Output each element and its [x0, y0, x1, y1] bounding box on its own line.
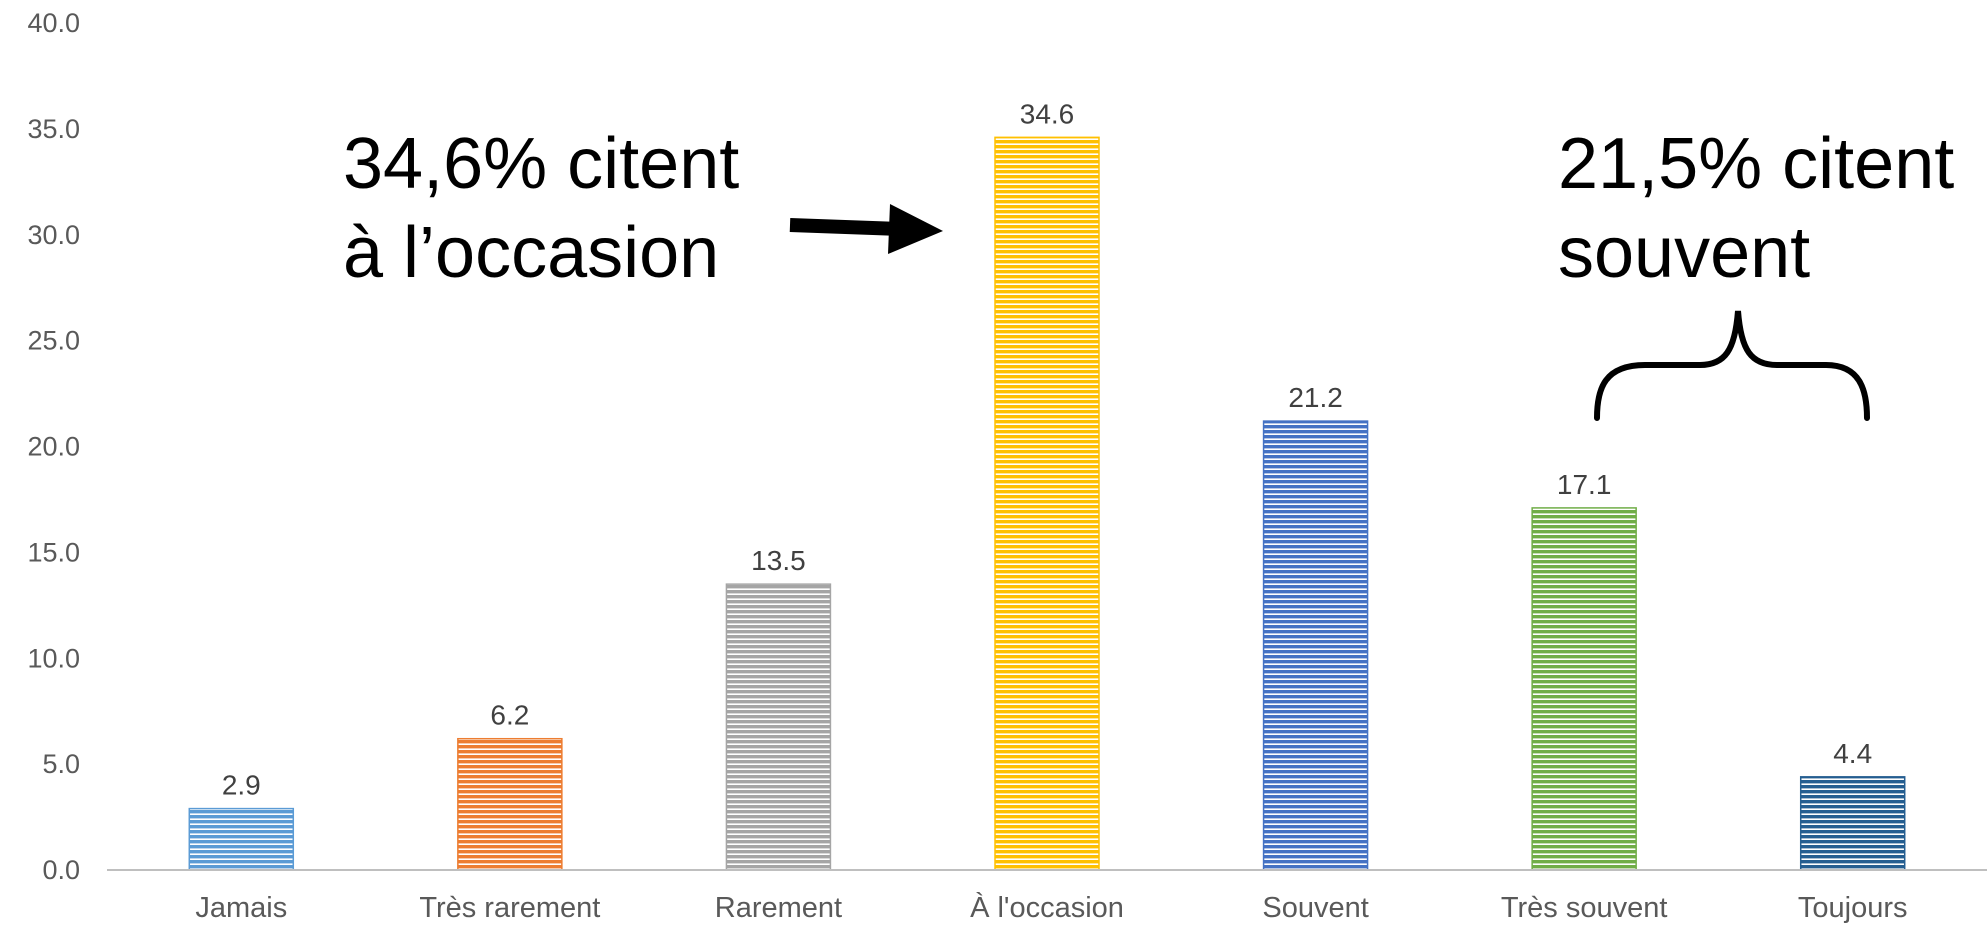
- bars: [188, 136, 1906, 871]
- bar: [457, 737, 563, 871]
- x-tick-label: Souvent: [1262, 892, 1368, 924]
- annotation-souvent-line1: 21,5% citent: [1558, 124, 1954, 204]
- bar: [1531, 507, 1637, 871]
- x-tick-label: Très souvent: [1501, 892, 1668, 924]
- x-tick-label: Très rarement: [419, 892, 600, 924]
- x-tick-label: À l'occasion: [970, 891, 1124, 924]
- data-label: 2.9: [222, 770, 261, 801]
- data-label: 34.6: [1020, 98, 1075, 129]
- y-tick-label: 40.0: [27, 8, 80, 38]
- y-tick-label: 5.0: [42, 749, 80, 779]
- x-axis: Jamais Très rarement Rarement À l'occasion S…: [195, 891, 1907, 924]
- data-label: 13.5: [751, 545, 806, 576]
- y-axis: 0.0 5.0 10.0 15.0 20.0 25.0 30.0 35.0 40.0: [27, 8, 80, 885]
- y-tick-label: 25.0: [27, 326, 80, 356]
- data-label: 17.1: [1557, 469, 1612, 500]
- data-labels: 2.9 6.2 13.5 34.6 21.2 17.1 4.4: [222, 98, 1872, 800]
- brace-icon: [1594, 310, 1870, 421]
- bar: [725, 583, 832, 871]
- annotation-occasion-line1: 34,6% citent: [343, 124, 739, 204]
- arrow-icon: [789, 204, 943, 254]
- y-tick-label: 10.0: [27, 643, 80, 673]
- x-tick-label: Rarement: [715, 892, 842, 924]
- annotation-souvent-line2: souvent: [1558, 213, 1810, 293]
- y-tick-label: 30.0: [27, 220, 80, 250]
- y-tick-label: 0.0: [42, 855, 80, 885]
- x-tick-label: Toujours: [1798, 892, 1908, 924]
- data-label: 4.4: [1833, 738, 1872, 769]
- data-label: 21.2: [1288, 382, 1343, 413]
- x-tick-label: Jamais: [195, 892, 287, 924]
- bar: [1262, 420, 1369, 871]
- y-tick-label: 15.0: [27, 537, 80, 567]
- bar: [994, 136, 1100, 871]
- y-tick-label: 20.0: [27, 432, 80, 462]
- data-label: 6.2: [490, 700, 529, 731]
- annotation-occasion-line2: à l’occasion: [343, 213, 719, 293]
- y-tick-label: 35.0: [27, 114, 80, 144]
- bar: [188, 807, 295, 871]
- bar: [1799, 776, 1906, 871]
